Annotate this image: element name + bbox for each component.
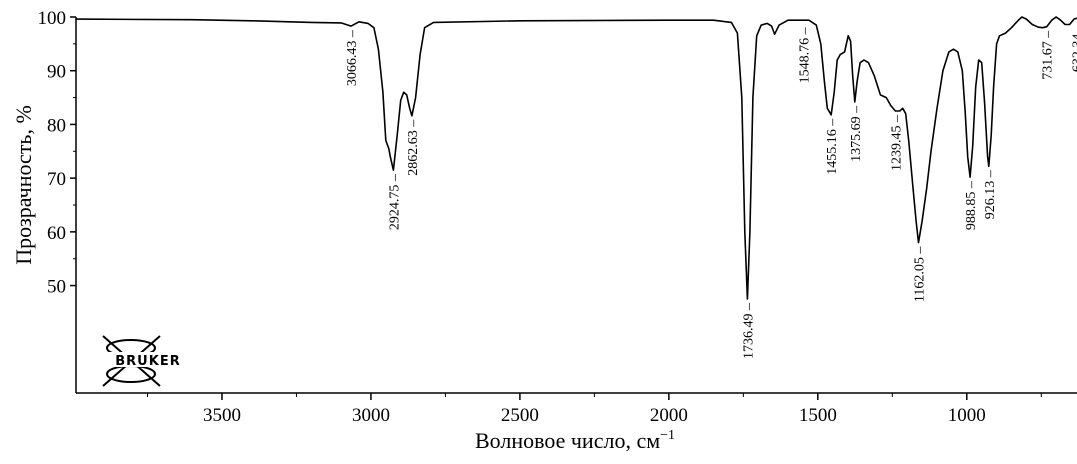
x-axis-title-text: Волновое число, см [475, 428, 660, 453]
x-tick-label: 1500 [799, 405, 837, 426]
peak-label: 1162.05 – [913, 246, 928, 302]
x-tick-label: 1000 [948, 405, 986, 426]
peak-label: 1455.16 – [825, 118, 840, 175]
y-tick-label: 50 [47, 277, 66, 298]
y-tick-label: 80 [47, 115, 66, 136]
peak-label: 926.13 – [983, 169, 998, 219]
logo-text: BRUKER [115, 354, 180, 369]
y-tick-label: 60 [47, 223, 66, 244]
x-tick-label: 2500 [501, 405, 539, 426]
y-tick-label: 70 [47, 169, 66, 190]
peak-label: 632.34 – [1070, 22, 1077, 72]
x-tick-label: 3500 [203, 405, 241, 426]
bruker-logo: BRUKER [92, 336, 204, 386]
y-tick-label: 90 [47, 62, 66, 83]
peak-label: 988.85 – [964, 180, 979, 230]
peak-label: 1375.69 – [849, 105, 864, 162]
peak-label: 2924.75 – [387, 173, 402, 230]
x-tick-label: 3000 [352, 405, 390, 426]
peak-label: 3066.43 – [345, 29, 360, 86]
peak-label: 1548.76 – [797, 26, 812, 83]
peak-label: 1239.45 – [889, 114, 904, 171]
y-axis-title: Прозрачность, % [11, 105, 36, 265]
x-tick-label: 2000 [650, 405, 688, 426]
peak-label: 2862.63 – [406, 119, 421, 176]
peak-labels: 3066.43 – 2924.75 – 2862.63 – 1736.49 – 1548… [345, 22, 1077, 359]
peak-label: 1736.49 – [741, 302, 756, 359]
x-axis-title-unit-exponent: −1 [660, 428, 675, 443]
peak-label: 731.67 – [1041, 30, 1056, 80]
x-axis-title: Волновое число, см−1 [475, 428, 675, 453]
y-tick-label: 100 [38, 8, 67, 29]
